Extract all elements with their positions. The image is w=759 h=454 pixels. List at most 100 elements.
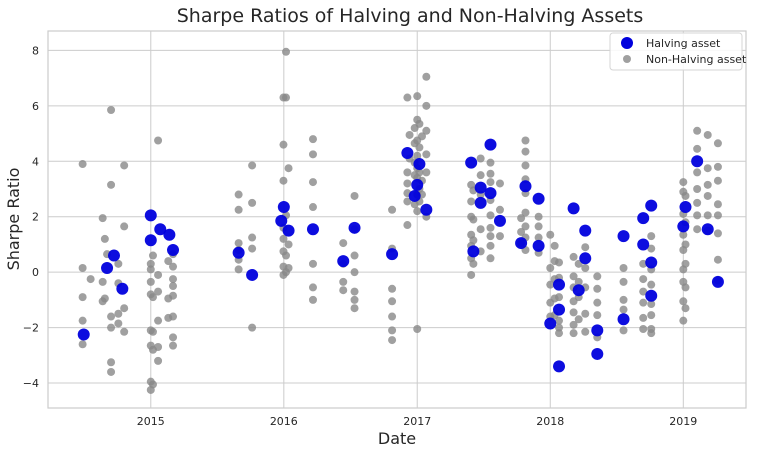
non-halving-point bbox=[521, 208, 530, 217]
non-halving-point bbox=[517, 214, 526, 223]
non-halving-point bbox=[469, 215, 478, 224]
non-halving-point bbox=[234, 190, 243, 199]
halving-point bbox=[645, 289, 658, 302]
halving-point bbox=[532, 192, 545, 205]
non-halving-point bbox=[284, 164, 293, 173]
non-halving-point bbox=[417, 132, 426, 141]
non-halving-point bbox=[107, 323, 116, 332]
x-tick-label: 2018 bbox=[536, 415, 564, 428]
non-halving-point bbox=[308, 295, 317, 304]
non-halving-point bbox=[154, 316, 163, 325]
non-halving-point bbox=[681, 304, 690, 313]
plot-frame bbox=[47, 30, 747, 409]
non-halving-point bbox=[619, 305, 628, 314]
halving-point bbox=[645, 199, 658, 212]
non-halving-point bbox=[78, 160, 87, 169]
chart-title: Sharpe Ratios of Halving and Non-Halving… bbox=[177, 5, 644, 27]
non-halving-point bbox=[521, 222, 530, 231]
halving-point bbox=[411, 178, 424, 191]
non-halving-point bbox=[413, 324, 422, 333]
non-halving-point bbox=[555, 258, 564, 267]
y-tick-label: −2 bbox=[23, 322, 39, 335]
non-halving-point bbox=[713, 229, 722, 238]
halving-point bbox=[77, 328, 90, 341]
non-halving-point bbox=[534, 233, 543, 242]
non-halving-point bbox=[639, 298, 648, 307]
non-halving-point bbox=[713, 255, 722, 264]
non-halving-point bbox=[593, 298, 602, 307]
non-halving-point bbox=[403, 93, 412, 102]
halving-point bbox=[167, 243, 180, 256]
halving-point bbox=[567, 202, 580, 215]
non-halving-point bbox=[679, 316, 688, 325]
non-halving-point bbox=[284, 240, 293, 249]
non-halving-point bbox=[154, 343, 163, 352]
non-halving-point bbox=[555, 293, 564, 302]
non-halving-point bbox=[388, 336, 397, 345]
non-halving-point bbox=[279, 140, 288, 149]
non-halving-point bbox=[703, 211, 712, 220]
halving-point bbox=[553, 303, 566, 316]
non-halving-point bbox=[78, 293, 87, 302]
non-halving-point bbox=[154, 136, 163, 145]
non-halving-point bbox=[713, 162, 722, 171]
halving-point bbox=[553, 360, 566, 373]
non-halving-point bbox=[619, 295, 628, 304]
non-halving-point bbox=[120, 161, 129, 170]
non-halving-point bbox=[550, 241, 559, 250]
non-halving-point bbox=[164, 257, 173, 266]
x-axis-label: Date bbox=[378, 429, 416, 448]
x-tick-label: 2016 bbox=[270, 415, 298, 428]
non-halving-point bbox=[486, 211, 495, 220]
non-halving-point bbox=[495, 179, 504, 188]
non-halving-point bbox=[713, 176, 722, 185]
halving-point bbox=[386, 248, 399, 261]
non-halving-point bbox=[107, 367, 116, 376]
non-halving-point bbox=[403, 168, 412, 177]
non-halving-point bbox=[120, 222, 129, 231]
non-halving-point bbox=[703, 164, 712, 173]
non-halving-point bbox=[486, 223, 495, 232]
non-halving-point bbox=[282, 251, 291, 260]
non-halving-point bbox=[148, 327, 157, 336]
halving-point bbox=[413, 158, 426, 171]
non-halving-point bbox=[703, 191, 712, 200]
non-halving-point bbox=[169, 275, 178, 284]
non-halving-point bbox=[114, 319, 123, 328]
non-halving-point bbox=[413, 207, 422, 216]
non-halving-point bbox=[647, 232, 656, 241]
non-halving-point bbox=[647, 329, 656, 338]
non-halving-point bbox=[169, 333, 178, 342]
non-halving-point bbox=[308, 135, 317, 144]
non-halving-point bbox=[148, 380, 157, 389]
non-halving-point bbox=[98, 214, 107, 223]
non-halving-point bbox=[521, 161, 530, 170]
halving-point bbox=[493, 214, 506, 227]
non-halving-point bbox=[248, 198, 257, 207]
non-halving-point bbox=[403, 179, 412, 188]
non-halving-point bbox=[148, 251, 157, 260]
non-halving-point bbox=[555, 323, 564, 332]
non-halving-point bbox=[476, 171, 485, 180]
non-halving-point bbox=[308, 178, 317, 187]
non-halving-point bbox=[415, 143, 424, 152]
y-tick-label: 4 bbox=[32, 155, 39, 168]
y-axis-ticks: −4 −2 0 2 4 6 8 bbox=[23, 44, 39, 390]
non-halving-point bbox=[681, 240, 690, 249]
legend: Halving asset Non-Halving asset bbox=[609, 32, 747, 71]
non-halving-point bbox=[279, 176, 288, 185]
non-halving-point bbox=[388, 284, 397, 293]
halving-point bbox=[144, 209, 157, 222]
y-tick-label: 0 bbox=[32, 266, 39, 279]
non-halving-point bbox=[647, 300, 656, 309]
halving-point bbox=[474, 181, 487, 194]
halving-point bbox=[572, 284, 585, 297]
non-halving-point bbox=[405, 130, 414, 139]
non-halving-point bbox=[476, 154, 485, 163]
halving-point bbox=[617, 313, 630, 326]
non-halving-point bbox=[100, 234, 109, 243]
non-halving-point bbox=[647, 244, 656, 253]
non-halving-point bbox=[100, 294, 109, 303]
non-halving-point bbox=[517, 227, 526, 236]
